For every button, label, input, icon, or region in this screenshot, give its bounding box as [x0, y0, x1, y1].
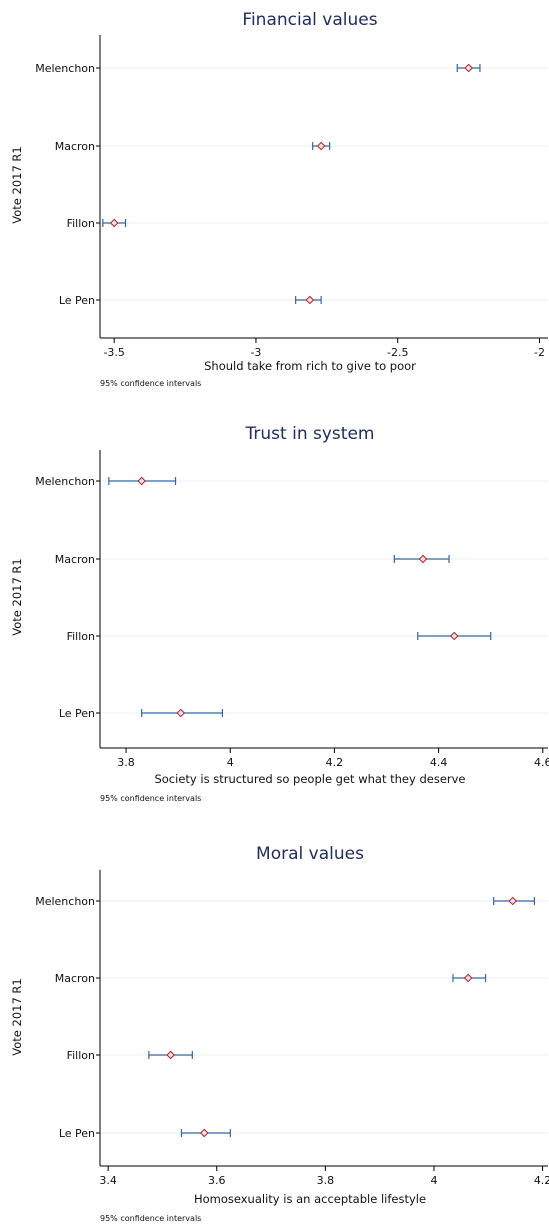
chart-title: Financial values [242, 10, 377, 30]
point-estimate [316, 141, 326, 151]
point-estimate [199, 1128, 209, 1138]
x-tick-label: 4.2 [326, 756, 344, 769]
category-label: Melenchon [35, 62, 95, 75]
category-label: Le Pen [59, 294, 95, 307]
category-label: Macron [55, 140, 95, 153]
chart-title: Moral values [256, 844, 364, 864]
category-label: Fillon [67, 630, 95, 643]
point-estimate [137, 476, 146, 486]
point-estimate [464, 63, 473, 73]
x-tick-label: 3.8 [117, 756, 135, 769]
category-label: Melenchon [35, 895, 95, 908]
y-axis-title: Vote 2017 R1 [10, 558, 24, 635]
x-tick-label: 4 [227, 756, 234, 769]
point-estimate [305, 295, 315, 305]
x-tick-label: 4 [430, 1174, 437, 1187]
point-estimate [166, 1050, 175, 1060]
point-estimate [508, 896, 518, 906]
x-axis-title: Society is structured so people get what… [154, 772, 465, 786]
ci-note: 95% confidence intervals [100, 1214, 201, 1223]
point-estimate [109, 218, 119, 228]
x-tick-label: -3.5 [103, 346, 124, 359]
y-axis-title: Vote 2017 R1 [10, 146, 24, 223]
x-tick-label: -2 [534, 346, 545, 359]
point-estimate [463, 973, 473, 983]
x-tick-label: 4.4 [430, 756, 448, 769]
point-estimate [449, 631, 459, 641]
panel-trust-in-system: Trust in system Vote 2017 R1 Society is … [10, 424, 549, 803]
panel-moral-values: Moral values Vote 2017 R1 Homosexuality … [10, 844, 549, 1223]
x-tick-label: 4.6 [534, 756, 549, 769]
x-tick-label: 3.6 [208, 1174, 226, 1187]
category-label: Macron [55, 972, 95, 985]
x-tick-label: -3 [250, 346, 261, 359]
category-label: Fillon [67, 217, 95, 230]
chart-title: Trust in system [245, 424, 375, 444]
point-estimate [176, 708, 186, 718]
x-axis-title: Should take from rich to give to poor [204, 359, 416, 373]
x-tick-label: 3.4 [99, 1174, 117, 1187]
point-estimate [418, 554, 428, 564]
category-label: Fillon [67, 1049, 95, 1062]
category-label: Le Pen [59, 707, 95, 720]
category-label: Le Pen [59, 1127, 95, 1140]
x-tick-label: 4.2 [534, 1174, 549, 1187]
x-axis-title: Homosexuality is an acceptable lifestyle [194, 1192, 426, 1206]
ci-note: 95% confidence intervals [100, 379, 201, 388]
category-label: Macron [55, 553, 95, 566]
panel-financial-values: Financial values Vote 2017 R1 Should tak… [10, 10, 548, 388]
ci-note: 95% confidence intervals [100, 794, 201, 803]
x-tick-label: 3.8 [317, 1174, 335, 1187]
y-axis-title: Vote 2017 R1 [10, 978, 24, 1055]
category-label: Melenchon [35, 475, 95, 488]
x-tick-label: -2.5 [387, 346, 408, 359]
